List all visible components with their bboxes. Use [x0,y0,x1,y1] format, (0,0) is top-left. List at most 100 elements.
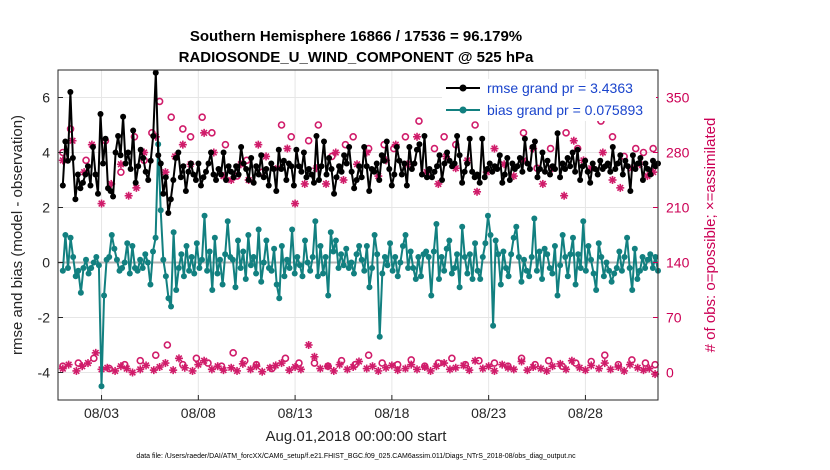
rmse-point [637,155,644,161]
bias-point [523,267,530,274]
rmse-point [579,163,586,170]
bias-point [399,243,406,249]
bias-point [204,267,211,274]
rmse-point [361,144,368,150]
rmse-point [100,160,107,167]
rmse-point [434,163,441,170]
rmse-point [552,166,559,172]
obs-assimilated-marker [316,364,325,373]
obs-assimilated-stroke [322,180,330,188]
bias-point [75,267,82,274]
obs-assimilated-marker [562,365,571,374]
obs-possible-marker [66,125,75,133]
bias-point [539,276,546,282]
bias-point [397,259,404,266]
obs-assimilated-stroke [607,365,614,373]
bias-point [129,243,136,249]
obs-assimilated-marker [238,359,247,368]
obs-assimilated-stroke [452,164,460,172]
legend-bias-marker [459,106,467,114]
obs-assimilated-stroke [136,365,144,373]
obs-assimilated-stroke [465,366,473,374]
bias-point [217,256,224,263]
obs-possible-marker [546,144,555,153]
bias-point [425,254,432,260]
rmse-point [647,171,654,178]
obs-possible-marker [281,354,290,363]
rmse-point [464,160,471,167]
obs-assimilated-stroke [491,145,498,152]
obs-assimilated-stroke [556,360,564,368]
bias-point [629,287,636,293]
obs-assimilated-stroke [440,359,448,367]
obs-assimilated-stroke [510,365,518,373]
obs-assimilated-stroke [427,367,434,375]
bias-point [325,292,332,299]
rmse-point [165,210,172,216]
bias-point [495,251,502,258]
obs-assimilated-marker [174,354,183,363]
rmse-point [496,152,503,159]
rmse-point [258,152,265,159]
bias-point [593,287,600,293]
obs-assimilated-marker [420,363,429,371]
obs-assimilated-stroke [498,361,506,369]
rmse-point [243,166,250,172]
obs-assimilated-stroke [175,354,183,362]
bias-point [309,254,316,260]
bias-point [283,256,290,263]
rmse-point [644,166,651,172]
obs-assimilated-marker [124,191,133,200]
obs-possible-marker [82,156,90,165]
x-tick-label: 08/28 [568,405,603,421]
obs-assimilated-marker [349,363,358,371]
rmse-point [494,166,501,172]
bias-point [575,251,582,258]
bias-point [417,273,424,280]
bias-point [598,254,605,260]
rmse-point [386,166,393,172]
rmse-point [584,168,591,175]
obs-assimilated-stroke [123,365,131,372]
bias-point [389,267,396,274]
rmse-point [534,174,541,181]
obs-assimilated-stroke [413,133,421,141]
bias-point [549,270,556,277]
obs-assimilated-marker [78,362,87,371]
obs-assimilated-marker [598,148,607,157]
rmse-point [569,149,576,156]
bias-point [350,270,357,277]
bias-point [405,265,412,271]
obs-assimilated-stroke [332,149,340,156]
bias-point [237,265,244,271]
bias-point [320,270,327,277]
obs-assimilated-marker [331,148,340,157]
bias-point [178,251,185,258]
bias-point [381,254,388,260]
bias-point [168,303,175,310]
rmse-point [376,177,383,183]
rmse-point [64,157,71,164]
rmse-point [639,177,646,183]
rmse-point [391,171,398,178]
rmse-point [200,174,207,181]
rmse-point [235,171,242,178]
obs-assimilated-stroke [227,364,235,372]
rmse-point [444,149,451,156]
rmse-point [177,174,184,181]
obs-assimilated-stroke [92,349,100,357]
bias-point [211,234,218,241]
obs-assimilated-marker [64,360,73,369]
bias-point [366,284,373,291]
bias-point [106,254,113,260]
bias-point [436,276,443,282]
obs-assimilated-stroke [291,363,299,371]
bias-point [245,232,252,238]
obs-possible-marker [163,341,172,349]
rmse-point [383,138,390,145]
bias-point [624,234,631,241]
obs-assimilated-stroke [336,361,344,369]
obs-assimilated-marker [252,362,261,371]
rmse-point [489,168,496,175]
bias-point [98,383,105,390]
